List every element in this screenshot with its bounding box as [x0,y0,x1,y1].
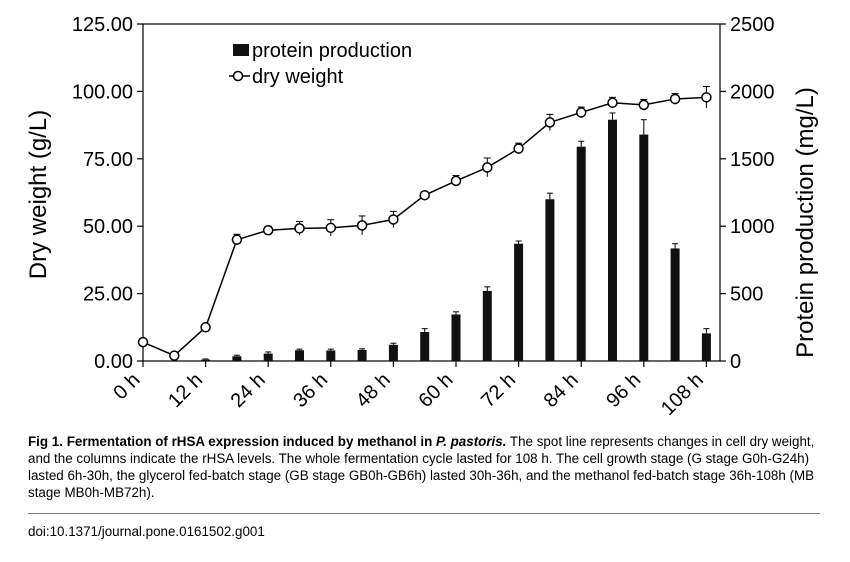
right-tick-label: 0 [730,351,741,373]
legend-marker-swatch [232,70,244,82]
dry-weight-point [262,224,274,236]
plot-border [142,23,721,362]
fermentation-chart: 0.00 25.00 50.00 75.00 100.00 125.00 0 500 1000 1… [25,14,819,420]
dry-weight-point [701,92,712,103]
dry-weight-point [388,214,399,225]
protein-bar [451,314,461,361]
x-tick-label: 36 h [289,369,332,412]
dry-weight-point [544,117,556,128]
dry-weight-point [638,99,650,111]
right-tick-label: 1500 [730,149,775,171]
dry-weight-point [419,189,430,201]
protein-bar [201,359,211,361]
dry-weight-point [450,175,462,187]
x-tick-label: 108 h [657,369,708,420]
left-tick-label: 125.00 [72,14,133,36]
protein-bar [639,134,649,361]
plot-frame [142,23,721,362]
caption-species: P. pastoris. [435,434,507,449]
right-tick-label: 2500 [730,14,775,36]
x-tick-label: 72 h [477,369,520,412]
dry-weight-point [575,107,587,118]
legend-label-dry-weight: dry weight [252,66,344,88]
right-tick-label: 1000 [730,216,775,238]
protein-bar [263,353,273,361]
dry-weight-point [325,222,337,234]
protein-bar [576,146,586,361]
x-tick-label: 48 h [352,369,395,412]
legend: protein production dry weight [229,40,412,88]
dry-weight-point [356,220,368,231]
protein-bar [545,199,555,361]
dry-weight-line [137,86,712,361]
right-tick-label: 2000 [730,81,775,103]
dry-weight-path [142,96,707,357]
left-tick-label: 25.00 [83,284,133,306]
protein-bar [701,333,711,361]
doi-text: doi:10.1371/journal.pone.0161502.g001 [28,524,265,539]
caption-label: Fig 1. Fermentation of rHSA expression i… [28,434,436,449]
x-tick-label: 24 h [227,369,270,412]
figure-caption: Fig 1. Fermentation of rHSA expression i… [28,433,828,501]
left-tick-label: 50.00 [83,216,133,238]
x-tick-label: 96 h [602,369,645,412]
dry-weight-point [200,322,211,333]
protein-bar [608,119,617,361]
left-tick-label: 100.00 [72,81,133,103]
legend-label-protein: protein production [252,40,412,62]
dry-weight-point [137,336,149,348]
protein-bar [326,350,336,361]
x-tick-label: 0 h [109,369,144,404]
x-tick-label: 12 h [164,369,207,412]
protein-bar [388,344,398,361]
right-axis-title: Protein production (mg/L) [792,87,819,358]
caption-divider [28,513,820,514]
protein-bar [232,356,242,361]
dry-weight-point [294,223,305,234]
protein-bar [514,243,524,361]
left-axis-title: Dry weight (g/L) [25,110,52,279]
protein-bar [295,350,304,361]
protein-bars [201,112,711,361]
dry-weight-point [513,143,524,154]
x-tick-label: 60 h [414,369,457,412]
right-tick-label: 500 [730,284,763,306]
protein-bar [420,332,430,361]
protein-bar [482,290,492,361]
dry-weight-point [607,97,618,108]
dry-weight-point [169,350,180,361]
dry-weight-point [669,93,681,105]
left-tick-label: 0.00 [94,351,133,373]
caption-body: The spot line represents changes in cell… [28,434,815,500]
protein-bar [670,248,680,361]
protein-bar [357,349,367,361]
dry-weight-point [231,234,243,245]
x-tick-label: 84 h [540,369,583,412]
dry-weight-point [482,162,493,173]
left-tick-label: 75.00 [83,149,133,171]
legend-bar-swatch [233,44,249,56]
